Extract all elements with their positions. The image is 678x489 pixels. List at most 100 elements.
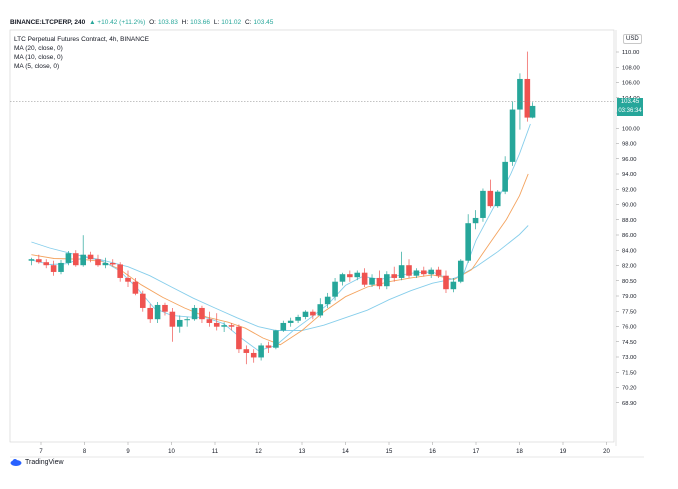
- candle[interactable]: [472, 210, 479, 230]
- candle[interactable]: [465, 214, 471, 263]
- candle[interactable]: [184, 316, 190, 327]
- candle-body: [354, 272, 361, 278]
- candle[interactable]: [243, 345, 250, 365]
- candle[interactable]: [95, 254, 101, 267]
- candle[interactable]: [213, 313, 220, 331]
- candle[interactable]: [162, 302, 168, 316]
- candle[interactable]: [480, 188, 486, 222]
- candle[interactable]: [406, 259, 412, 278]
- candle[interactable]: [413, 268, 420, 278]
- candle-body: [369, 277, 375, 285]
- x-tick-label: 12: [255, 449, 262, 455]
- candle[interactable]: [206, 311, 213, 327]
- candle[interactable]: [228, 322, 235, 331]
- candle[interactable]: [87, 251, 94, 263]
- candle[interactable]: [191, 304, 198, 321]
- candle[interactable]: [58, 259, 64, 275]
- candle[interactable]: [361, 268, 368, 287]
- candle[interactable]: [435, 266, 442, 278]
- candle[interactable]: [28, 257, 35, 266]
- candle-body: [73, 253, 79, 266]
- high-label: H:: [181, 19, 189, 26]
- candle[interactable]: [117, 262, 123, 282]
- candle[interactable]: [354, 270, 361, 281]
- candle[interactable]: [265, 341, 272, 353]
- candle[interactable]: [287, 317, 294, 327]
- candle[interactable]: [169, 307, 176, 342]
- candle[interactable]: [65, 250, 72, 266]
- y-tick-label: 68.90: [622, 401, 637, 407]
- legend-ma20[interactable]: MA (20, close, 0): [14, 45, 63, 52]
- candle-body: [280, 322, 287, 331]
- candle[interactable]: [132, 277, 139, 296]
- candle[interactable]: [502, 156, 508, 195]
- candle-body: [95, 259, 101, 266]
- candle[interactable]: [50, 260, 57, 276]
- candle-body: [324, 296, 331, 305]
- candle[interactable]: [236, 324, 242, 353]
- candle-body: [509, 109, 516, 162]
- candle[interactable]: [324, 292, 331, 308]
- x-tick-label: 17: [473, 449, 480, 455]
- symbol-label[interactable]: BINANCE:LTCPERP, 240: [10, 19, 86, 26]
- ma10-line: [31, 173, 529, 346]
- y-tick-label: 70.20: [622, 386, 637, 392]
- candle[interactable]: [317, 298, 324, 318]
- candle[interactable]: [332, 277, 338, 301]
- x-tick-label: 18: [516, 449, 523, 455]
- candle[interactable]: [398, 251, 405, 281]
- candle[interactable]: [347, 270, 353, 282]
- candle-body: [125, 277, 131, 282]
- legend-ma5[interactable]: MA (5, close, 0): [14, 63, 60, 70]
- y-tick-label: 108.00: [622, 65, 640, 71]
- legend-ma10[interactable]: MA (10, close, 0): [14, 54, 63, 61]
- candle[interactable]: [384, 271, 390, 290]
- candle[interactable]: [494, 190, 501, 208]
- candle[interactable]: [302, 310, 309, 320]
- y-tick-label: 79.00: [622, 294, 637, 300]
- candle[interactable]: [509, 101, 516, 166]
- low-value: 101.02: [221, 19, 242, 26]
- candle[interactable]: [154, 301, 161, 323]
- candle[interactable]: [250, 349, 257, 363]
- candle[interactable]: [280, 320, 287, 332]
- candle[interactable]: [73, 250, 79, 267]
- candle[interactable]: [176, 315, 183, 333]
- candle[interactable]: [139, 290, 146, 312]
- candle[interactable]: [457, 259, 464, 284]
- candle[interactable]: [391, 266, 398, 282]
- candle[interactable]: [524, 51, 531, 122]
- candle[interactable]: [36, 254, 42, 264]
- candle[interactable]: [529, 102, 536, 119]
- candle-body: [310, 311, 316, 316]
- candle[interactable]: [487, 179, 494, 208]
- candle[interactable]: [43, 259, 50, 269]
- candle-body: [450, 281, 457, 290]
- candle[interactable]: [310, 309, 316, 320]
- candle[interactable]: [258, 343, 264, 361]
- candle-body: [332, 281, 338, 297]
- candle[interactable]: [517, 73, 523, 130]
- candle[interactable]: [109, 259, 116, 267]
- candle[interactable]: [428, 267, 434, 278]
- candle[interactable]: [339, 272, 346, 286]
- candle[interactable]: [221, 322, 227, 332]
- candle[interactable]: [199, 305, 205, 323]
- y-tick-label: 86.00: [622, 233, 637, 239]
- candle[interactable]: [295, 314, 301, 323]
- candle[interactable]: [443, 270, 449, 293]
- candle[interactable]: [421, 266, 427, 277]
- candle[interactable]: [273, 329, 279, 350]
- currency-button[interactable]: USD: [623, 34, 642, 44]
- tradingview-logo[interactable]: TradingView: [10, 458, 64, 466]
- candle[interactable]: [376, 270, 383, 290]
- candle[interactable]: [80, 235, 86, 267]
- open-value: 103.83: [157, 19, 178, 26]
- candle[interactable]: [102, 257, 109, 269]
- candle[interactable]: [147, 304, 153, 323]
- candle[interactable]: [125, 270, 131, 287]
- candle-body: [147, 307, 153, 320]
- candle[interactable]: [369, 274, 375, 287]
- candle[interactable]: [450, 277, 457, 293]
